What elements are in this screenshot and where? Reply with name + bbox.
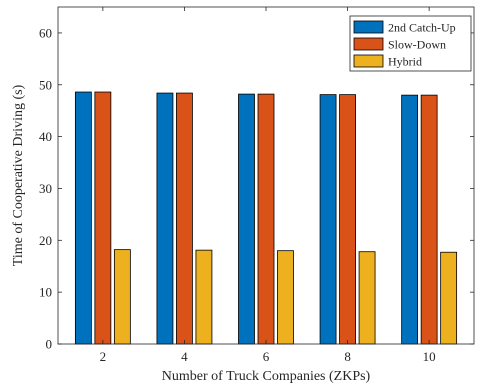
x-tick-label: 4	[181, 349, 188, 364]
bar-slow-down-8	[339, 94, 356, 345]
legend: 2nd Catch-Up Slow-Down Hybrid	[349, 15, 472, 72]
ticks-group: 0 10 20 30 40 50 60 2 4 6 8 10	[39, 7, 474, 364]
legend-label: Hybrid	[388, 55, 422, 69]
bar-slow-down-6	[257, 93, 275, 345]
bar-hybrid-10	[440, 251, 458, 345]
y-tick-label: 60	[39, 25, 52, 40]
legend-label: 2nd Catch-Up	[388, 21, 456, 35]
y-tick-label: 40	[39, 129, 52, 144]
x-tick-label: 2	[100, 349, 107, 364]
y-axis-label: Time of Cooperative Driving (s)	[11, 84, 26, 266]
bar-2nd-catch-up-2	[74, 91, 92, 345]
y-tick-label: 30	[39, 181, 52, 196]
y-tick-label: 50	[39, 77, 52, 92]
y-tick-label: 20	[39, 233, 52, 248]
bar-2nd-catch-up-4	[156, 92, 174, 345]
legend-swatch	[353, 20, 384, 34]
bar-2nd-catch-up-10	[401, 94, 419, 345]
x-tick-label: 10	[423, 349, 436, 364]
x-axis-label: Number of Truck Companies (ZKPs)	[162, 369, 371, 384]
x-tick-label: 8	[344, 349, 351, 364]
bar-2nd-catch-up-8	[319, 94, 337, 345]
y-tick-label: 0	[46, 337, 53, 352]
bar-2nd-catch-up-6	[238, 93, 255, 345]
y-tick-label: 10	[39, 285, 52, 300]
bar-hybrid-4	[195, 249, 213, 345]
legend-swatch	[353, 54, 384, 68]
legend-swatch	[353, 37, 384, 51]
x-tick-label: 6	[263, 349, 270, 364]
bar-hybrid-2	[113, 249, 131, 345]
bars-group	[74, 91, 458, 345]
bar-slow-down-4	[176, 92, 193, 345]
bar-hybrid-6	[277, 250, 294, 345]
bar-slow-down-2	[94, 91, 112, 345]
bar-slow-down-10	[420, 94, 438, 345]
bar-hybrid-8	[358, 251, 376, 345]
legend-label: Slow-Down	[388, 38, 446, 52]
